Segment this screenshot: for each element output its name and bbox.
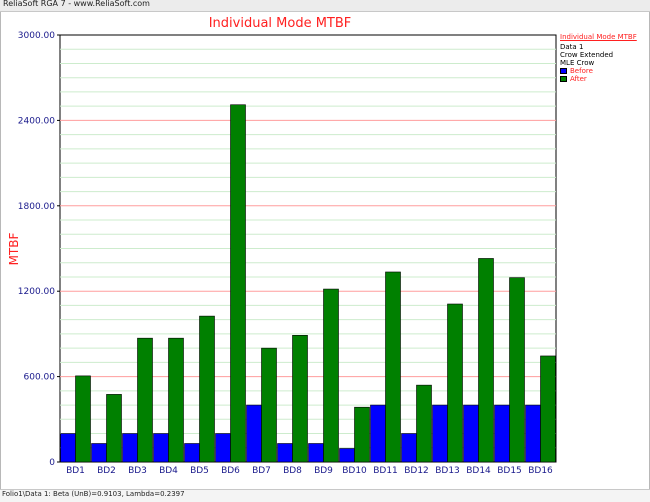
x-tick-label: BD8 [283,466,302,476]
legend-line-method: MLE Crow [560,59,595,67]
bar-after-bd16 [540,355,556,463]
legend-swatch-before [560,68,567,74]
bar-after-bd8 [292,335,308,463]
x-tick-label: BD13 [435,466,460,476]
status-text: Folio1\Data 1: Beta (UnB)=0.9103, Lambda… [2,490,185,498]
x-tick-label: BD3 [128,466,147,476]
bar-after-bd6 [230,104,246,463]
bar-after-bd4 [168,337,184,463]
x-tick-label: BD16 [528,466,553,476]
bar-before-bd10 [339,448,355,463]
legend-entry-after: After [560,75,648,83]
bar-before-bd11 [370,404,386,463]
x-tick-label: BD5 [190,466,209,476]
status-bar: Folio1\Data 1: Beta (UnB)=0.9103, Lambda… [0,489,650,502]
bar-after-bd5 [199,315,215,463]
bar-after-bd12 [416,384,432,463]
bar-before-bd4 [153,433,169,463]
x-tick-label: BD11 [373,466,398,476]
legend: Individual Mode MTBF Data 1 Crow Extende… [560,33,648,83]
legend-line-dataset: Data 1 [560,43,584,51]
x-tick-label: BD10 [342,466,367,476]
bar-before-bd12 [401,433,417,463]
y-tick-label: 600.00 [24,373,56,383]
bar-before-bd16 [525,404,541,463]
y-tick-label: 3000.00 [18,31,55,41]
bar-after-bd2 [106,394,122,463]
bar-before-bd7 [246,404,262,463]
x-tick-label: BD2 [97,466,116,476]
bar-after-bd13 [447,303,463,463]
legend-swatch-after [560,76,567,82]
bar-after-bd3 [137,337,153,463]
x-tick-label: BD6 [221,466,240,476]
legend-label-after: After [570,75,587,83]
bar-before-bd9 [308,443,324,463]
bar-after-bd14 [478,258,494,463]
x-tick-label: BD9 [314,466,333,476]
bar-after-bd10 [354,406,370,463]
y-tick-label: 0 [49,458,55,468]
legend-line-model: Crow Extended [560,51,614,59]
bar-before-bd13 [432,404,448,463]
bar-before-bd8 [277,443,293,463]
bar-before-bd14 [463,404,479,463]
bar-after-bd11 [385,271,401,463]
x-tick-label: BD14 [466,466,491,476]
legend-entry-before: Before [560,67,648,75]
x-tick-label: BD7 [252,466,271,476]
y-tick-label: 1200.00 [18,287,55,297]
bar-before-bd5 [184,443,200,463]
bar-after-bd1 [75,375,91,463]
bar-after-bd15 [509,277,525,463]
window-title: ReliaSoft RGA 7 - www.ReliaSoft.com [3,0,150,8]
x-tick-label: BD4 [159,466,178,476]
bar-before-bd6 [215,433,231,463]
bar-before-bd15 [494,404,510,463]
title-bar: ReliaSoft RGA 7 - www.ReliaSoft.com [0,0,650,12]
y-tick-label: 2400.00 [18,116,55,126]
bar-before-bd2 [91,443,107,463]
x-tick-label: BD15 [497,466,522,476]
x-tick-label: BD1 [66,466,85,476]
chart-title: Individual Mode MTBF [208,16,352,31]
bar-after-bd7 [261,347,277,463]
y-tick-label: 1800.00 [18,202,55,212]
axes: 0 600.00 1200.00 1800.00 2400.00 3000.00 BD1 BD… [18,31,553,476]
bars [60,104,556,463]
bar-before-bd3 [122,433,138,463]
legend-title: Individual Mode MTBF [560,33,637,41]
bar-after-bd9 [323,288,339,463]
bar-before-bd1 [60,433,76,463]
legend-label-before: Before [570,67,593,75]
x-tick-label: BD12 [404,466,429,476]
